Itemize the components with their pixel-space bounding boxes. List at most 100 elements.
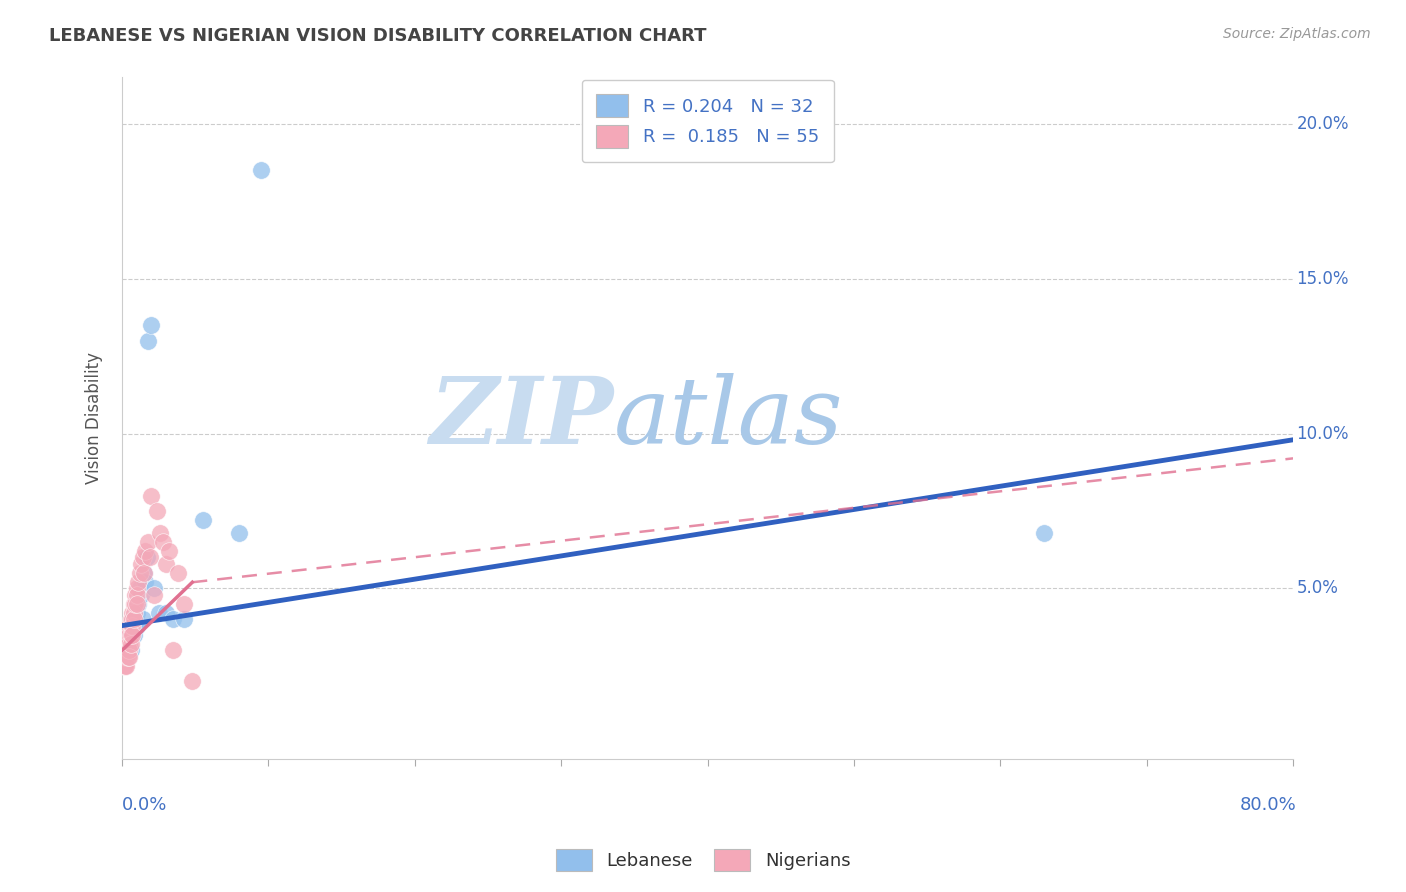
Point: [115, 649, 138, 664]
Point: [166, 566, 188, 580]
Point: [173, 597, 195, 611]
Point: [128, 582, 150, 596]
Point: [173, 612, 195, 626]
Text: 5.0%: 5.0%: [1296, 580, 1339, 598]
Point: [124, 612, 146, 626]
Point: [115, 637, 138, 651]
Point: [132, 566, 155, 580]
Point: [117, 628, 139, 642]
Point: [114, 643, 136, 657]
Point: [127, 575, 149, 590]
Point: [121, 606, 143, 620]
Point: [114, 649, 136, 664]
Text: 10.0%: 10.0%: [1296, 425, 1350, 442]
Text: LEBANESE VS NIGERIAN VISION DISABILITY CORRELATION CHART: LEBANESE VS NIGERIAN VISION DISABILITY C…: [49, 27, 707, 45]
Point: [114, 658, 136, 673]
Point: [120, 628, 142, 642]
Point: [118, 637, 141, 651]
Point: [112, 658, 135, 673]
Point: [112, 649, 135, 664]
Point: [118, 628, 141, 642]
Point: [121, 612, 143, 626]
Point: [115, 637, 138, 651]
Legend: Lebanese, Nigerians: Lebanese, Nigerians: [548, 842, 858, 879]
Point: [118, 643, 141, 657]
Point: [152, 535, 174, 549]
Point: [134, 544, 156, 558]
Point: [114, 637, 136, 651]
Point: [132, 566, 155, 580]
Point: [143, 588, 166, 602]
Point: [141, 489, 163, 503]
Point: [112, 643, 135, 657]
Text: 20.0%: 20.0%: [1296, 115, 1350, 133]
Point: [122, 628, 145, 642]
Point: [155, 557, 177, 571]
Point: [138, 334, 160, 348]
Point: [120, 612, 142, 626]
Text: ZIP: ZIP: [430, 373, 614, 463]
Point: [122, 618, 145, 632]
Point: [125, 588, 148, 602]
Point: [118, 628, 141, 642]
Point: [148, 606, 170, 620]
Point: [228, 525, 250, 540]
Text: 0.0%: 0.0%: [122, 797, 167, 814]
Point: [115, 643, 138, 657]
Point: [124, 597, 146, 611]
Y-axis label: Vision Disability: Vision Disability: [86, 352, 103, 484]
Text: 80.0%: 80.0%: [1240, 797, 1296, 814]
Point: [146, 504, 169, 518]
Point: [122, 606, 145, 620]
Point: [112, 643, 135, 657]
Point: [121, 618, 143, 632]
Point: [141, 318, 163, 333]
Point: [134, 575, 156, 590]
Point: [149, 525, 172, 540]
Point: [129, 557, 152, 571]
Point: [122, 597, 145, 611]
Point: [117, 643, 139, 657]
Point: [120, 618, 142, 632]
Point: [127, 597, 149, 611]
Point: [121, 628, 143, 642]
Point: [114, 649, 136, 664]
Point: [118, 649, 141, 664]
Point: [117, 637, 139, 651]
Point: [125, 618, 148, 632]
Text: atlas: atlas: [614, 373, 844, 463]
Point: [118, 634, 141, 648]
Point: [1033, 525, 1056, 540]
Point: [128, 566, 150, 580]
Point: [118, 618, 141, 632]
Text: Source: ZipAtlas.com: Source: ZipAtlas.com: [1223, 27, 1371, 41]
Point: [136, 550, 159, 565]
Point: [155, 606, 177, 620]
Point: [115, 658, 138, 673]
Point: [139, 550, 162, 565]
Point: [191, 513, 214, 527]
Point: [121, 622, 143, 636]
Point: [120, 637, 142, 651]
Point: [120, 643, 142, 657]
Point: [125, 597, 148, 611]
Point: [121, 612, 143, 626]
Point: [124, 588, 146, 602]
Point: [162, 612, 184, 626]
Point: [181, 674, 204, 689]
Point: [122, 612, 145, 626]
Point: [125, 606, 148, 620]
Point: [162, 643, 184, 657]
Text: 15.0%: 15.0%: [1296, 269, 1350, 288]
Point: [250, 163, 273, 178]
Point: [138, 535, 160, 549]
Point: [117, 649, 139, 664]
Point: [131, 550, 153, 565]
Point: [125, 582, 148, 596]
Point: [131, 612, 153, 626]
Legend: R = 0.204   N = 32, R =  0.185   N = 55: R = 0.204 N = 32, R = 0.185 N = 55: [582, 79, 834, 162]
Point: [143, 582, 166, 596]
Point: [129, 588, 152, 602]
Point: [117, 643, 139, 657]
Point: [157, 544, 180, 558]
